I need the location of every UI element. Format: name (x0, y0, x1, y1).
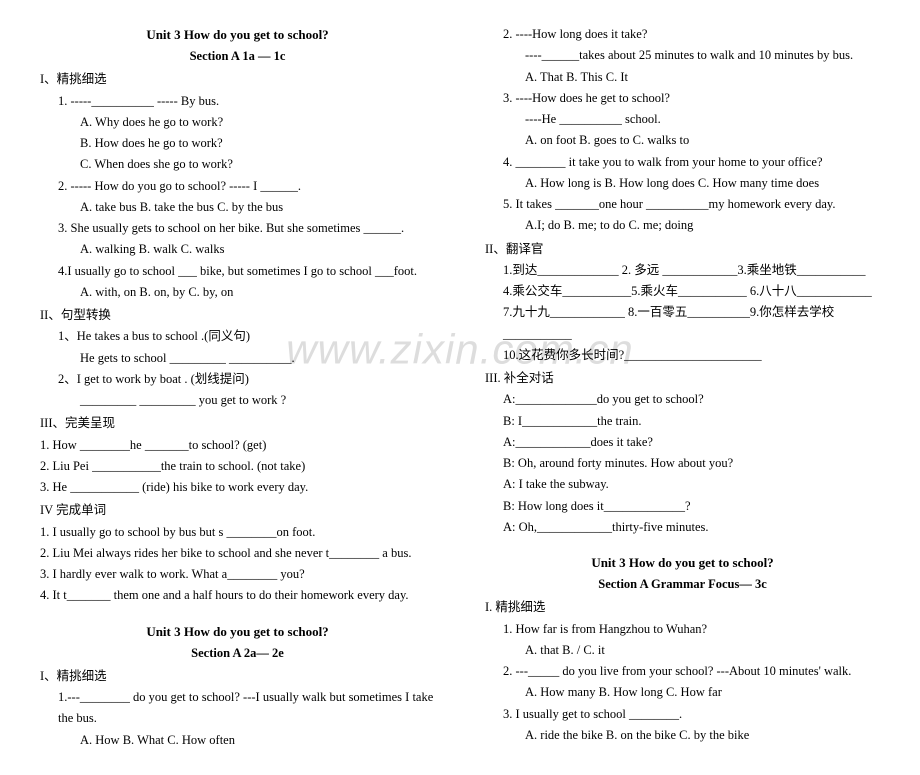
left-column: Unit 3 How do you get to school? Section… (40, 24, 435, 751)
r-s2-l2: 4.乘公交车___________5.乘火车___________ 6.八十八_… (485, 281, 880, 302)
s3-q2: 2. Liu Pei ___________the train to schoo… (40, 456, 435, 477)
right-column: 2. ----How long does it take? ----______… (485, 24, 880, 751)
s5-q1: 1.---________ do you get to school? ---I… (40, 687, 435, 730)
section-1-head: I、精挑细选 (40, 69, 435, 90)
r-s4-head: I. 精挑细选 (485, 597, 880, 618)
s2-q1a: 1、He takes a bus to school .(同义句) (40, 326, 435, 347)
q4-stem: 4.I usually go to school ___ bike, but s… (40, 261, 435, 282)
r-s3-head: III. 补全对话 (485, 368, 880, 389)
r-s2-l1: 1.到达_____________ 2. 多远 ____________3.乘坐… (485, 260, 880, 281)
s4-q4: 4. It t_______ them one and a half hours… (40, 585, 435, 606)
s4-q2: 2. Liu Mei always rides her bike to scho… (40, 543, 435, 564)
r-s3-a2: A:____________does it take? (485, 432, 880, 453)
s4-q1: 1. I usually go to school by bus but s _… (40, 522, 435, 543)
r-s4-q3-opts: A. ride the bike B. on the bike C. by th… (485, 725, 880, 746)
r-q3-a: 3. ----How does he get to school? (485, 88, 880, 109)
unit-title-left-2: Unit 3 How do you get to school? (40, 621, 435, 643)
q4-opts: A. with, on B. on, by C. by, on (40, 282, 435, 303)
r-q2-opts: A. That B. This C. It (485, 67, 880, 88)
section-2-head: II、句型转换 (40, 305, 435, 326)
r-s4-q2: 2. ---_____ do you live from your school… (485, 661, 880, 682)
section-3-head: III、完美呈现 (40, 413, 435, 434)
two-column-layout: Unit 3 How do you get to school? Section… (40, 24, 880, 751)
q2-stem: 2. ----- How do you go to school? ----- … (40, 176, 435, 197)
s3-q1: 1. How ________he _______to school? (get… (40, 435, 435, 456)
s3-q3: 3. He ___________ (ride) his bike to wor… (40, 477, 435, 498)
r-q3-b: ----He __________ school. (485, 109, 880, 130)
r-s4-q3: 3. I usually get to school ________. (485, 704, 880, 725)
q1-stem: 1. -----__________ ----- By bus. (40, 91, 435, 112)
q3-stem: 3. She usually gets to school on her bik… (40, 218, 435, 239)
s2-q2a: 2、I get to work by boat . (划线提问) (40, 369, 435, 390)
section-gf-title: Section A Grammar Focus— 3c (485, 574, 880, 595)
section-a2-title: Section A 2a— 2e (40, 643, 435, 664)
r-s3-a3: A: I take the subway. (485, 474, 880, 495)
s2-q1b: He gets to school _________ __________. (40, 348, 435, 369)
r-s2-l4: 10.这花费你多长时间?______________________ (485, 345, 880, 366)
section-4-head: IV 完成单词 (40, 500, 435, 521)
r-s2-l3: 7.九十九____________ 8.一百零五__________9.你怎样去… (485, 302, 880, 345)
section-a1-title: Section A 1a — 1c (40, 46, 435, 67)
r-s3-a4: A: Oh,____________thirty-five minutes. (485, 517, 880, 538)
unit-title-right: Unit 3 How do you get to school? (485, 552, 880, 574)
r-q4: 4. ________ it take you to walk from you… (485, 152, 880, 173)
r-q5: 5. It takes _______one hour __________my… (485, 194, 880, 215)
r-s2-head: II、翻译官 (485, 239, 880, 260)
r-q3-opts: A. on foot B. goes to C. walks to (485, 130, 880, 151)
q2-opts: A. take bus B. take the bus C. by the bu… (40, 197, 435, 218)
q3-opts: A. walking B. walk C. walks (40, 239, 435, 260)
r-q2-a: 2. ----How long does it take? (485, 24, 880, 45)
section-5-head: I、精挑细选 (40, 666, 435, 687)
s2-q2b: _________ _________ you get to work ? (40, 390, 435, 411)
r-s4-q2-opts: A. How many B. How long C. How far (485, 682, 880, 703)
r-s4-q1-opts: A. that B. / C. it (485, 640, 880, 661)
r-q5-opts: A.I; do B. me; to do C. me; doing (485, 215, 880, 236)
s5-q1-opts: A. How B. What C. How often (40, 730, 435, 751)
r-s3-b2: B: Oh, around forty minutes. How about y… (485, 453, 880, 474)
r-q2-b: ----______takes about 25 minutes to walk… (485, 45, 880, 66)
unit-title-left: Unit 3 How do you get to school? (40, 24, 435, 46)
r-s3-b3: B: How long does it_____________? (485, 496, 880, 517)
q1-opt-a: A. Why does he go to work? (40, 112, 435, 133)
r-q4-opts: A. How long is B. How long does C. How m… (485, 173, 880, 194)
q1-opt-c: C. When does she go to work? (40, 154, 435, 175)
s4-q3: 3. I hardly ever walk to work. What a___… (40, 564, 435, 585)
q1-opt-b: B. How does he go to work? (40, 133, 435, 154)
r-s4-q1: 1. How far is from Hangzhou to Wuhan? (485, 619, 880, 640)
r-s3-a1: A:_____________do you get to school? (485, 389, 880, 410)
r-s3-b1: B: I____________the train. (485, 411, 880, 432)
